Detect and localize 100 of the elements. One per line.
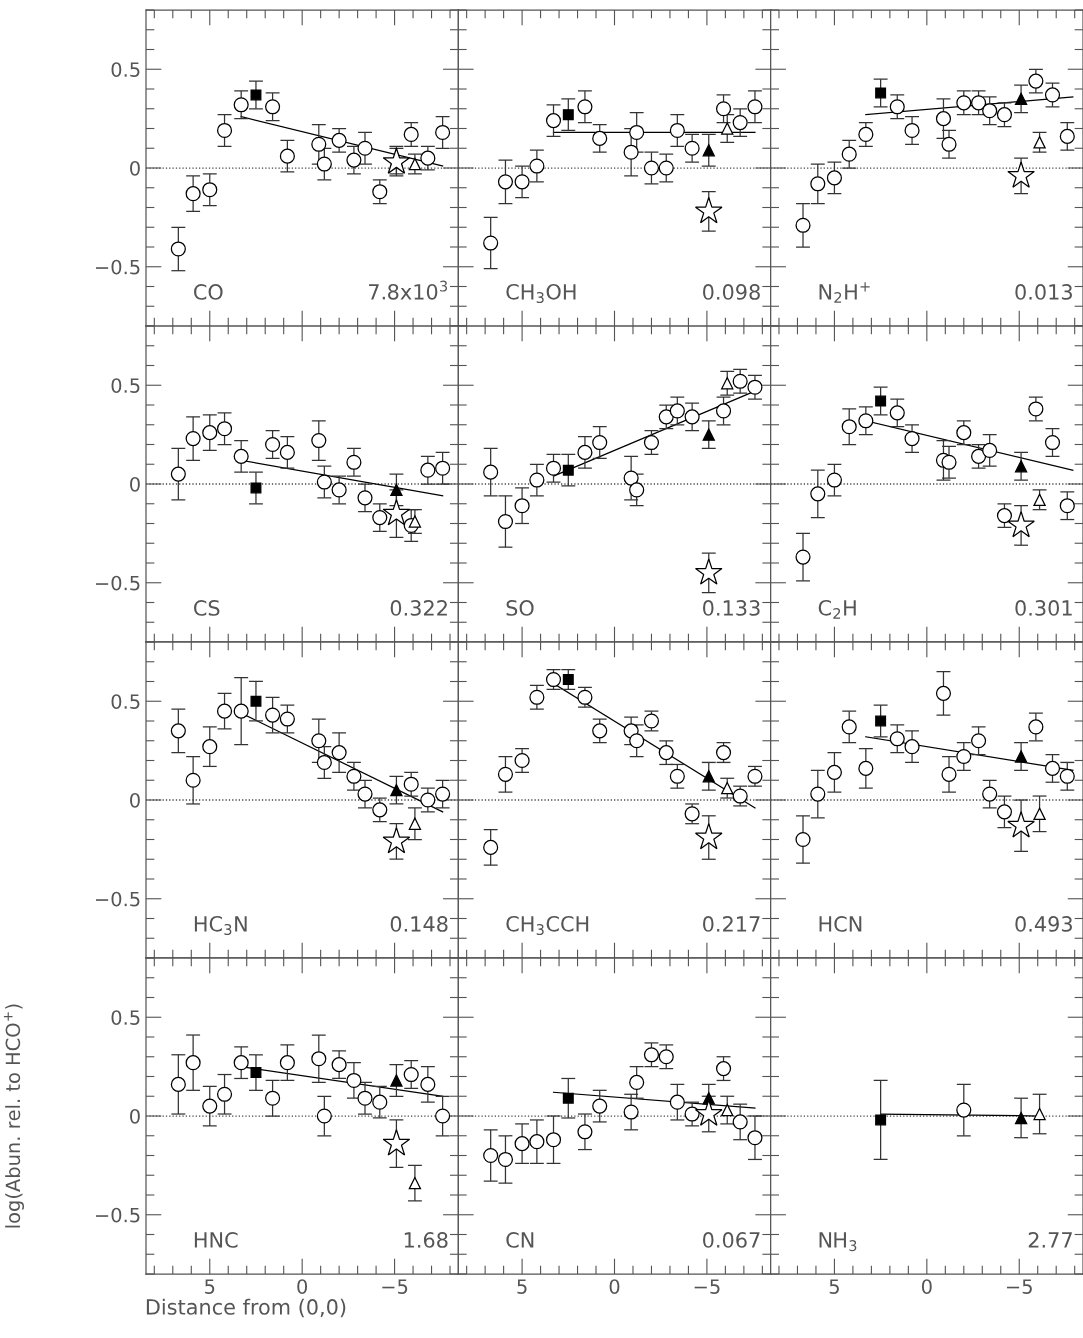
point	[971, 95, 987, 111]
point	[483, 235, 499, 251]
x-tick-label: 0	[921, 1279, 932, 1294]
point	[316, 156, 332, 172]
y-tick-label: 0	[130, 792, 140, 808]
point	[956, 425, 972, 441]
point	[1033, 1107, 1046, 1121]
point	[529, 158, 545, 174]
point	[629, 124, 645, 141]
point	[971, 448, 987, 464]
point	[702, 770, 715, 783]
point	[497, 174, 514, 190]
point	[956, 95, 972, 111]
point	[941, 766, 957, 782]
point	[483, 464, 499, 480]
point	[185, 1055, 201, 1071]
point	[996, 508, 1013, 524]
point	[1014, 1111, 1028, 1125]
point	[592, 130, 608, 146]
annotation: 0.013	[1015, 284, 1072, 300]
x-tick-label: 5	[829, 1279, 839, 1294]
point	[715, 101, 732, 117]
point	[935, 685, 952, 701]
point	[629, 1074, 645, 1090]
annotation: 0.217	[703, 916, 760, 932]
point	[721, 377, 734, 390]
point	[279, 148, 295, 164]
annotation: HCN	[819, 916, 862, 932]
point	[346, 152, 362, 168]
point	[514, 752, 530, 769]
point	[956, 1102, 972, 1118]
point	[669, 403, 685, 419]
point	[202, 425, 218, 441]
point	[684, 1106, 700, 1122]
point	[562, 674, 574, 686]
point	[279, 1055, 295, 1071]
point	[1059, 768, 1075, 784]
point	[233, 97, 249, 113]
point	[694, 558, 723, 585]
point	[357, 140, 373, 156]
point	[514, 1136, 530, 1152]
point	[514, 498, 530, 514]
point	[346, 1072, 362, 1089]
point	[715, 1061, 732, 1077]
y-axis-title: log(Abun. rel. to HCO$^{+}$)	[3, 1004, 24, 1228]
point	[1033, 493, 1046, 506]
point	[810, 176, 826, 192]
point	[346, 454, 362, 470]
point	[669, 768, 685, 784]
point	[956, 748, 972, 765]
point	[577, 1124, 593, 1140]
point	[545, 113, 562, 129]
point	[1007, 161, 1035, 188]
point	[702, 144, 715, 157]
x-tick-label: −5	[1006, 1279, 1032, 1294]
point	[311, 432, 327, 449]
point	[331, 482, 347, 498]
point	[1014, 460, 1028, 473]
point	[435, 786, 451, 802]
point	[875, 87, 887, 99]
y-tick-label: 0.5	[111, 378, 140, 393]
point	[669, 122, 685, 139]
x-tick-label: −5	[694, 1279, 720, 1294]
y-tick-label: −0.5	[95, 1207, 140, 1223]
point	[216, 1086, 233, 1102]
y-tick-label: −0.5	[95, 259, 140, 275]
annotation: 0.133	[703, 600, 760, 616]
point	[810, 486, 826, 502]
annotation: CH$_{3}$CCH	[506, 915, 589, 936]
point	[216, 703, 233, 719]
annotation: 0.301	[1015, 600, 1072, 616]
point	[858, 126, 874, 142]
annotation: HNC	[194, 1232, 238, 1248]
point	[382, 826, 411, 854]
point	[265, 436, 281, 453]
point	[826, 472, 842, 488]
point	[420, 1076, 436, 1092]
point	[185, 772, 201, 788]
point	[170, 241, 186, 257]
point	[658, 745, 674, 761]
point	[658, 409, 674, 425]
point	[372, 802, 388, 818]
point	[408, 817, 422, 830]
annotation: 0.322	[390, 600, 447, 616]
x-tick-label: −5	[382, 1279, 408, 1294]
point	[279, 711, 295, 727]
point	[170, 723, 186, 739]
point	[403, 1066, 419, 1083]
annotation: 0.098	[703, 284, 760, 300]
point	[826, 170, 842, 186]
point	[483, 839, 499, 855]
point	[382, 499, 411, 526]
annotation: CH$_{3}$OH	[506, 283, 576, 304]
point	[390, 783, 403, 797]
point	[316, 754, 332, 771]
point	[658, 160, 674, 176]
point	[514, 174, 530, 190]
point	[408, 157, 422, 171]
annotation: CS	[194, 600, 220, 616]
point	[316, 1108, 332, 1124]
